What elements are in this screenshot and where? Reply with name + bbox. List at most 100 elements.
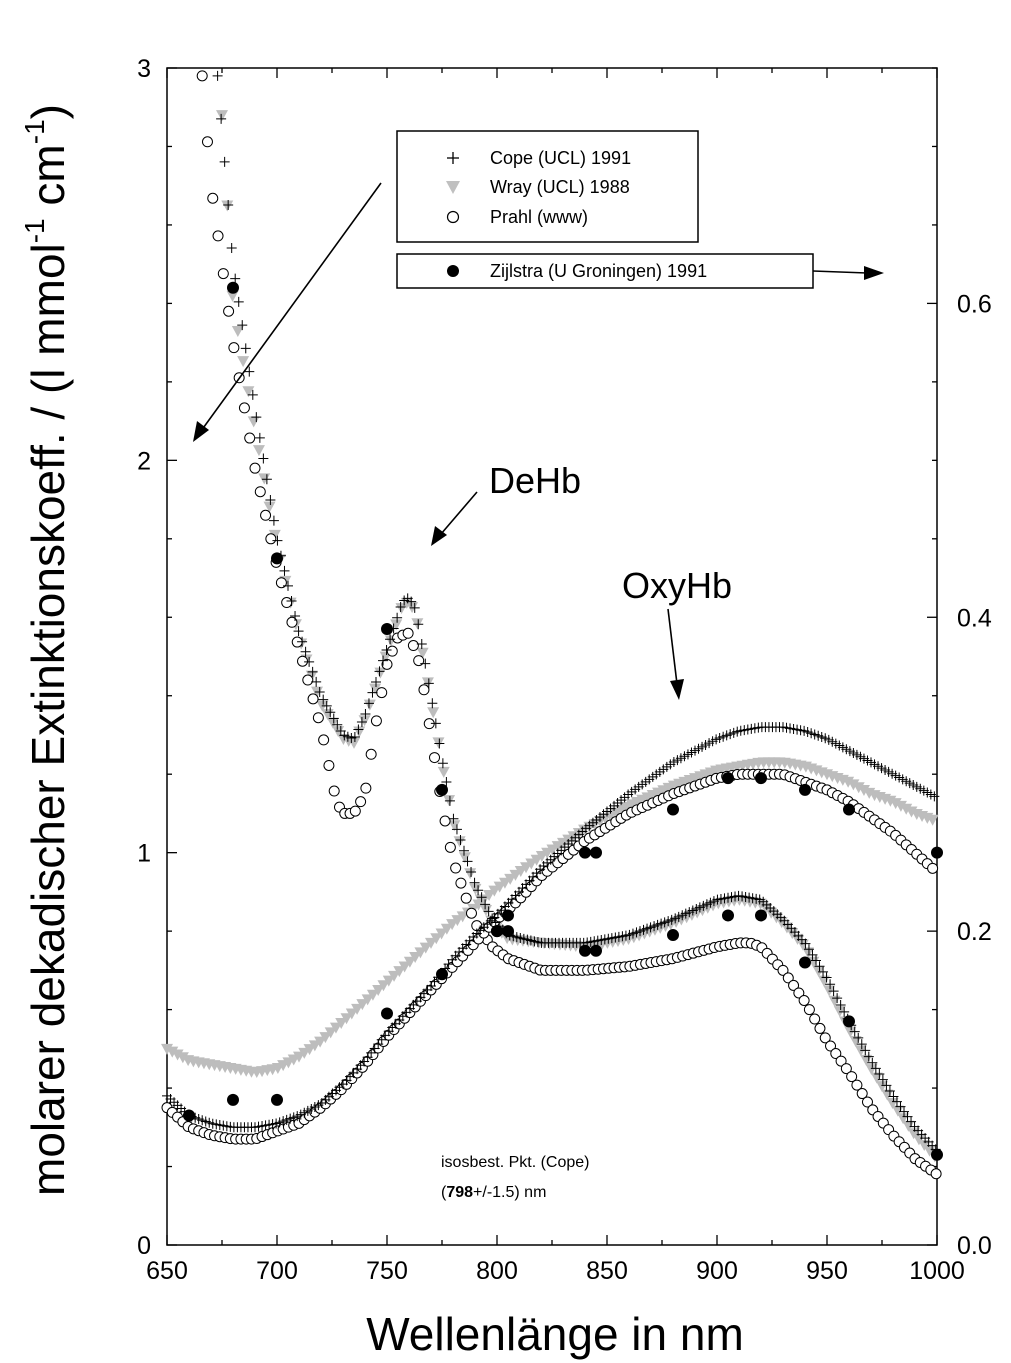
x-tick-label: 1000 xyxy=(909,1257,965,1285)
data-point-prahl-dehb xyxy=(201,136,213,148)
data-point-wray-dehb xyxy=(411,618,424,630)
data-point-zijlstra-oxyhb xyxy=(931,846,943,859)
arrow-legend-right xyxy=(812,270,868,274)
data-point-cope-dehb xyxy=(849,1026,860,1037)
data-point-wray-oxyhb xyxy=(319,1032,332,1044)
data-point-prahl-dehb xyxy=(323,759,335,771)
data-point-zijlstra-dehb xyxy=(755,909,767,922)
data-point-prahl-dehb xyxy=(782,972,794,984)
data-point-cope-dehb xyxy=(448,813,459,824)
data-point-cope-dehb xyxy=(409,602,420,613)
data-point-prahl-dehb xyxy=(370,715,382,727)
data-point-zijlstra-dehb xyxy=(590,944,602,957)
data-point-cope-dehb xyxy=(226,243,237,254)
data-point-prahl-dehb xyxy=(386,645,398,657)
legend-label-zijlstra: Zijlstra (U Groningen) 1991 xyxy=(490,261,707,281)
data-point-cope-dehb xyxy=(459,845,469,856)
data-point-wray-dehb xyxy=(458,852,471,864)
data-point-wray-dehb xyxy=(876,1081,888,1093)
data-point-wray-oxyhb xyxy=(419,942,432,954)
data-point-prahl-dehb xyxy=(223,305,235,317)
data-point-zijlstra-oxyhb xyxy=(667,803,679,816)
data-point-cope-dehb xyxy=(434,738,445,749)
data-point-wray-oxyhb xyxy=(377,980,390,992)
data-point-cope-dehb xyxy=(272,535,283,546)
data-point-cope-dehb xyxy=(247,389,258,400)
data-point-prahl-dehb xyxy=(376,687,388,699)
data-point-cope-dehb xyxy=(803,944,814,955)
data-point-prahl-dehb xyxy=(265,533,277,545)
data-point-prahl-dehb xyxy=(217,268,229,280)
data-point-cope-dehb xyxy=(406,596,417,607)
data-point-prahl-dehb xyxy=(413,655,425,667)
data-point-cope-dehb xyxy=(304,656,315,667)
data-point-cope-dehb xyxy=(906,1116,917,1127)
data-point-wray-oxyhb xyxy=(345,1008,358,1020)
data-point-wray-oxyhb xyxy=(166,1046,179,1058)
series-prahl xyxy=(161,70,942,1180)
data-point-cope-dehb xyxy=(800,938,811,949)
data-point-prahl-dehb xyxy=(809,1013,821,1025)
data-point-prahl-dehb xyxy=(846,1071,858,1083)
x-tick-label: 950 xyxy=(806,1257,848,1285)
data-point-prahl-dehb xyxy=(355,796,367,808)
data-point-cope-dehb xyxy=(371,677,381,688)
data-point-cope-dehb xyxy=(469,877,480,888)
data-point-wray-oxyhb xyxy=(403,956,416,968)
data-point-cope-dehb xyxy=(832,993,843,1004)
y-left-tick-label: 0 xyxy=(137,1232,151,1260)
data-point-wray-oxyhb xyxy=(889,798,902,810)
data-point-cope-dehb xyxy=(219,156,230,167)
data-point-prahl-dehb xyxy=(861,1096,873,1108)
annotation-isosbestic-line1: isosbest. Pkt. (Cope) xyxy=(441,1154,590,1171)
data-point-cope-dehb xyxy=(888,1091,899,1102)
legend-marker-circle xyxy=(446,210,460,224)
data-point-wray-dehb xyxy=(480,905,492,917)
y-axis-title-end: ) xyxy=(22,104,74,119)
y-right-tick-label: 0.0 xyxy=(957,1232,992,1260)
data-point-cope-dehb xyxy=(356,716,367,727)
data-point-prahl-dehb xyxy=(788,979,800,991)
data-point-wray-dehb xyxy=(432,737,445,749)
data-point-wray-oxyhb xyxy=(926,814,939,826)
x-tick-label: 850 xyxy=(586,1257,628,1285)
data-point-zijlstra-dehb xyxy=(667,929,679,942)
data-point-wray-oxyhb xyxy=(440,923,453,935)
data-point-wray-oxyhb xyxy=(414,947,427,959)
legend-left: Cope (UCL) 1991 Wray (UCL) 1988 Prahl (w… xyxy=(396,130,699,243)
data-point-cope-dehb xyxy=(856,1039,867,1050)
data-point-cope-dehb xyxy=(853,1032,864,1043)
data-point-prahl-dehb xyxy=(455,877,467,889)
data-point-wray-dehb xyxy=(358,715,371,727)
data-point-zijlstra-dehb xyxy=(227,281,239,294)
data-point-prahl-dehb xyxy=(297,655,309,667)
x-tick-label: 800 xyxy=(476,1257,518,1285)
data-point-zijlstra-dehb xyxy=(931,1148,943,1161)
data-point-cope-dehb xyxy=(462,856,473,867)
data-point-zijlstra-dehb xyxy=(381,623,393,636)
data-point-cope-dehb xyxy=(860,1045,871,1056)
data-point-prahl-dehb xyxy=(238,402,250,414)
data-point-prahl-dehb xyxy=(349,805,361,817)
data-point-wray-oxyhb xyxy=(366,989,379,1001)
data-point-cope-dehb xyxy=(240,343,251,354)
data-point-wray-oxyhb xyxy=(176,1052,189,1064)
data-point-zijlstra-dehb xyxy=(799,956,811,969)
data-point-wray-dehb xyxy=(427,707,440,719)
data-point-cope-dehb xyxy=(821,972,832,983)
data-point-zijlstra-oxyhb xyxy=(491,925,503,938)
data-point-wray-oxyhb xyxy=(852,782,865,794)
data-point-prahl-dehb xyxy=(196,70,208,82)
data-point-prahl-dehb xyxy=(360,782,372,794)
data-point-cope-dehb xyxy=(420,658,431,669)
data-point-wray-oxyhb xyxy=(372,984,385,996)
data-point-cope-dehb xyxy=(483,906,494,917)
data-point-prahl-dehb xyxy=(228,342,240,354)
data-point-zijlstra-oxyhb xyxy=(271,1093,283,1106)
data-point-cope-dehb xyxy=(332,719,343,730)
data-point-cope-dehb xyxy=(437,758,448,769)
data-point-cope-dehb xyxy=(385,634,396,645)
data-point-cope-dehb xyxy=(895,1101,906,1112)
y-left-tick-label: 3 xyxy=(137,55,151,83)
data-point-wray-dehb xyxy=(918,1140,931,1152)
